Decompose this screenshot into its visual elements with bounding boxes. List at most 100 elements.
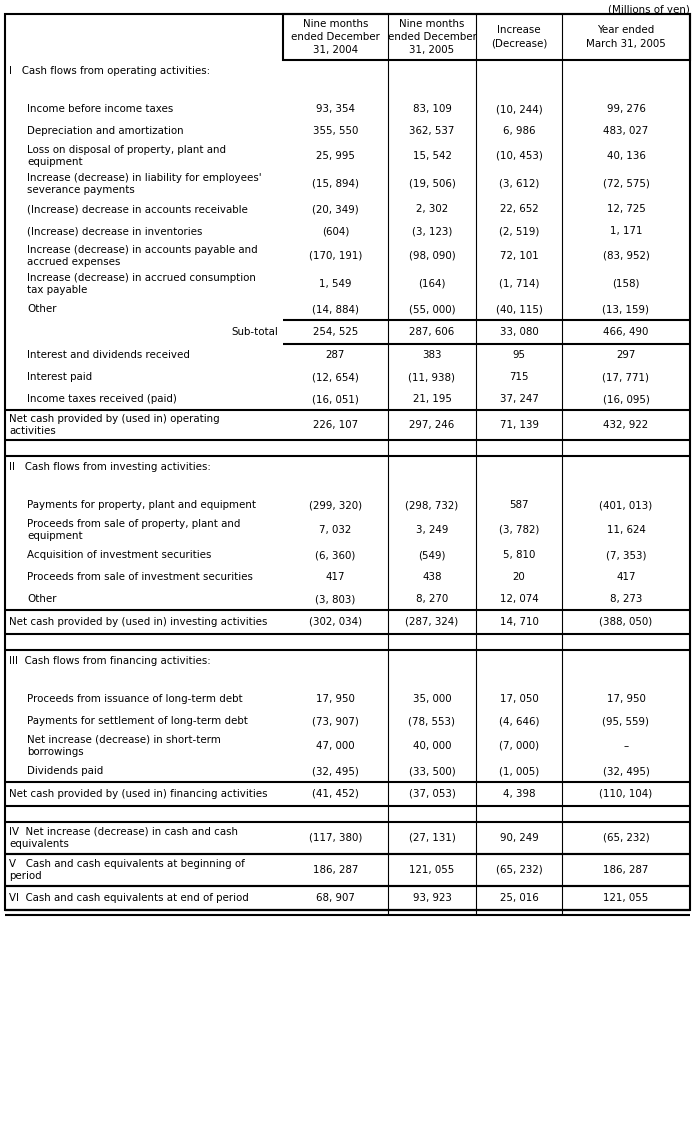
Text: (287, 324): (287, 324) <box>405 616 459 627</box>
Text: (170, 191): (170, 191) <box>309 251 362 261</box>
Text: (19, 506): (19, 506) <box>409 179 455 189</box>
Text: 4, 398: 4, 398 <box>502 789 535 799</box>
Text: (302, 034): (302, 034) <box>309 616 362 627</box>
Text: III  Cash flows from financing activities:: III Cash flows from financing activities… <box>9 656 211 666</box>
Text: Dividends paid: Dividends paid <box>27 766 104 777</box>
Text: 8, 273: 8, 273 <box>610 594 642 604</box>
Text: (20, 349): (20, 349) <box>312 204 359 214</box>
Text: 383: 383 <box>423 350 442 360</box>
Text: (10, 453): (10, 453) <box>496 151 542 161</box>
Text: 715: 715 <box>509 372 529 382</box>
Text: 83, 109: 83, 109 <box>413 104 452 114</box>
Text: 226, 107: 226, 107 <box>313 420 358 431</box>
Text: 17, 950: 17, 950 <box>316 694 355 704</box>
Text: (Increase) decrease in accounts receivable: (Increase) decrease in accounts receivab… <box>27 204 248 214</box>
Text: (2, 519): (2, 519) <box>499 227 539 236</box>
Text: Increase (decrease) in accounts payable and
accrued expenses: Increase (decrease) in accounts payable … <box>27 245 258 267</box>
Text: 287: 287 <box>326 350 345 360</box>
Text: 121, 055: 121, 055 <box>603 893 648 903</box>
Text: 355, 550: 355, 550 <box>313 126 358 136</box>
Text: 3, 249: 3, 249 <box>416 525 448 535</box>
Text: Increase (decrease) in accrued consumption
tax payable: Increase (decrease) in accrued consumpti… <box>27 273 256 295</box>
Bar <box>283 14 690 60</box>
Text: (78, 553): (78, 553) <box>409 716 455 726</box>
Bar <box>5 14 690 909</box>
Text: I   Cash flows from operating activities:: I Cash flows from operating activities: <box>9 66 210 76</box>
Text: VI  Cash and cash equivalents at end of period: VI Cash and cash equivalents at end of p… <box>9 893 249 903</box>
Text: IV  Net increase (decrease) in cash and cash
equivalents: IV Net increase (decrease) in cash and c… <box>9 827 238 850</box>
Text: –: – <box>623 740 628 751</box>
Text: (65, 232): (65, 232) <box>603 833 649 843</box>
Text: Sub-total: Sub-total <box>231 327 278 337</box>
Text: (Millions of yen): (Millions of yen) <box>608 5 690 15</box>
Text: 71, 139: 71, 139 <box>500 420 539 431</box>
Text: 40, 136: 40, 136 <box>607 151 646 161</box>
Text: Proceeds from sale of investment securities: Proceeds from sale of investment securit… <box>27 573 253 582</box>
Text: (12, 654): (12, 654) <box>312 372 359 382</box>
Text: 25, 995: 25, 995 <box>316 151 355 161</box>
Text: 72, 101: 72, 101 <box>500 251 539 261</box>
Text: 12, 074: 12, 074 <box>500 594 539 604</box>
Text: Interest paid: Interest paid <box>27 372 92 382</box>
Text: (16, 095): (16, 095) <box>603 394 649 403</box>
Text: 99, 276: 99, 276 <box>607 104 646 114</box>
Text: 68, 907: 68, 907 <box>316 893 355 903</box>
Text: 21, 195: 21, 195 <box>413 394 452 403</box>
Text: Other: Other <box>27 304 56 314</box>
Text: (604): (604) <box>322 227 349 236</box>
Text: (3, 803): (3, 803) <box>316 594 356 604</box>
Text: 587: 587 <box>509 500 529 511</box>
Text: 95: 95 <box>512 350 525 360</box>
Text: 37, 247: 37, 247 <box>500 394 539 403</box>
Text: 12, 725: 12, 725 <box>607 204 646 214</box>
Text: 417: 417 <box>616 573 636 582</box>
Text: (1, 714): (1, 714) <box>499 279 539 289</box>
Text: (549): (549) <box>418 550 445 560</box>
Text: Net cash provided by (used in) operating
activities: Net cash provided by (used in) operating… <box>9 414 220 436</box>
Text: (40, 115): (40, 115) <box>496 304 542 314</box>
Text: (164): (164) <box>418 279 445 289</box>
Text: (7, 000): (7, 000) <box>499 740 539 751</box>
Text: 254, 525: 254, 525 <box>313 327 358 337</box>
Text: (37, 053): (37, 053) <box>409 789 455 799</box>
Text: (3, 612): (3, 612) <box>499 179 539 189</box>
Text: 297, 246: 297, 246 <box>409 420 455 431</box>
Text: Net increase (decrease) in short-term
borrowings: Net increase (decrease) in short-term bo… <box>27 735 221 757</box>
Text: 417: 417 <box>326 573 345 582</box>
Text: (10, 244): (10, 244) <box>496 104 542 114</box>
Text: 25, 016: 25, 016 <box>500 893 539 903</box>
Text: Payments for settlement of long-term debt: Payments for settlement of long-term deb… <box>27 716 248 726</box>
Text: (15, 894): (15, 894) <box>312 179 359 189</box>
Text: 297: 297 <box>616 350 636 360</box>
Text: (4, 646): (4, 646) <box>499 716 539 726</box>
Text: Nine months
ended December
31, 2004: Nine months ended December 31, 2004 <box>291 19 380 55</box>
Text: Other: Other <box>27 594 56 604</box>
Text: 93, 354: 93, 354 <box>316 104 355 114</box>
Text: 362, 537: 362, 537 <box>409 126 455 136</box>
Text: 432, 922: 432, 922 <box>603 420 648 431</box>
Text: 22, 652: 22, 652 <box>500 204 539 214</box>
Text: (17, 771): (17, 771) <box>603 372 650 382</box>
Text: 287, 606: 287, 606 <box>409 327 455 337</box>
Text: Increase
(Decrease): Increase (Decrease) <box>491 26 547 48</box>
Text: (95, 559): (95, 559) <box>603 716 650 726</box>
Text: (73, 907): (73, 907) <box>312 716 359 726</box>
Text: 35, 000: 35, 000 <box>413 694 451 704</box>
Text: (55, 000): (55, 000) <box>409 304 455 314</box>
Text: (33, 500): (33, 500) <box>409 766 455 777</box>
Text: Nine months
ended December
31, 2005: Nine months ended December 31, 2005 <box>388 19 477 55</box>
Text: 6, 986: 6, 986 <box>502 126 535 136</box>
Text: (16, 051): (16, 051) <box>312 394 359 403</box>
Text: (158): (158) <box>612 279 640 289</box>
Text: 5, 810: 5, 810 <box>502 550 535 560</box>
Text: Increase (decrease) in liability for employees'
severance payments: Increase (decrease) in liability for emp… <box>27 172 261 195</box>
Text: 186, 287: 186, 287 <box>313 866 358 875</box>
Text: (110, 104): (110, 104) <box>599 789 653 799</box>
Text: (27, 131): (27, 131) <box>409 833 455 843</box>
Text: 466, 490: 466, 490 <box>603 327 648 337</box>
Text: (32, 495): (32, 495) <box>312 766 359 777</box>
Text: (72, 575): (72, 575) <box>603 179 649 189</box>
Text: (298, 732): (298, 732) <box>405 500 459 511</box>
Text: (117, 380): (117, 380) <box>309 833 362 843</box>
Text: Income taxes received (paid): Income taxes received (paid) <box>27 394 177 403</box>
